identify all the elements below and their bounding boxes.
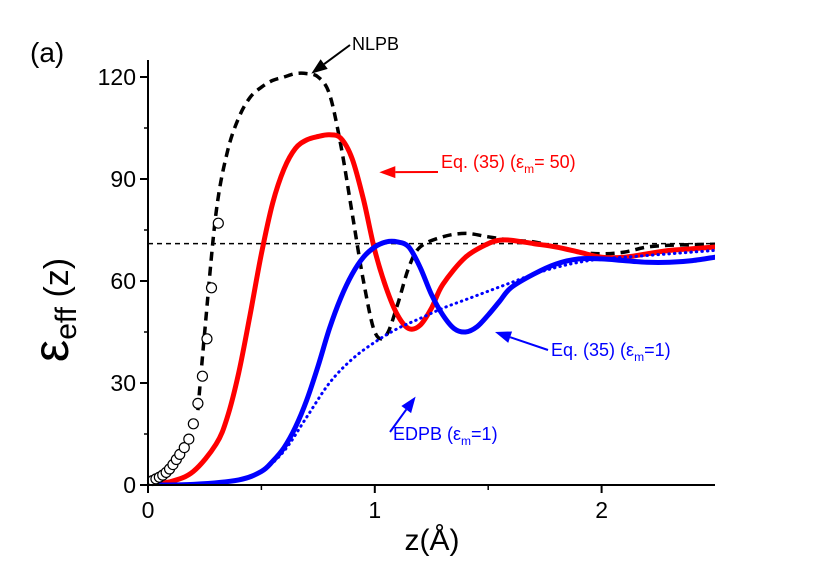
- annotation-arrow-line: [389, 408, 408, 433]
- annotation-eq35-em1-end: =1): [644, 340, 671, 360]
- data-point-marker: [183, 433, 195, 445]
- data-point-marker: [201, 333, 213, 345]
- series-line-nlpb: [196, 71, 715, 411]
- annotation-arrow-line: [509, 336, 549, 351]
- annotations: NLPB Eq. (35) (εm= 50) Eq. (35) (εm=1) E…: [311, 34, 671, 448]
- y-tick-label: 60: [110, 268, 136, 294]
- data-point-marker: [187, 418, 199, 430]
- x-axis-label: z(Å): [405, 524, 460, 557]
- annotation-eq35-em50: Eq. (35) (εm= 50): [441, 152, 576, 176]
- annotation-arrow-head: [379, 166, 396, 179]
- data-point-marker: [192, 397, 204, 409]
- data-point-marker: [205, 282, 218, 294]
- annotation-edpb-sub: m: [461, 434, 471, 448]
- annotation-arrow-head: [495, 331, 513, 343]
- annotation-edpb: EDPB (εm=1): [393, 424, 498, 448]
- x-tick-label: 1: [368, 497, 381, 523]
- annotation-eq35-em1-sub: m: [634, 350, 644, 364]
- data-point-marker: [178, 442, 190, 454]
- annotation-arrows: [311, 44, 549, 433]
- x-tick-label: 2: [595, 497, 608, 523]
- annotation-eq35-em50-end: = 50): [534, 152, 576, 172]
- y-tick-label: 120: [98, 64, 136, 90]
- annotation-eq35-em1-main: Eq. (35) (ε: [551, 340, 634, 360]
- y-axis-label-symbol: ε: [23, 340, 79, 362]
- y-axis-label-suffix: (z): [38, 258, 76, 307]
- annotation-nlpb: NLPB: [352, 34, 399, 54]
- annotation-edpb-end: =1): [471, 424, 498, 444]
- y-axis-label-subscript: eff: [50, 306, 83, 339]
- y-axis-label: εeff (z): [23, 258, 83, 362]
- annotation-eq35-em50-sub: m: [524, 162, 534, 176]
- annotation-arrow-head: [401, 396, 416, 414]
- annotation-edpb-main: EDPB (ε: [393, 424, 461, 444]
- panel-label: (a): [30, 37, 64, 68]
- marker-layer: [146, 217, 224, 487]
- y-tick-label: 0: [123, 472, 136, 498]
- tick-marks: 0 30 60 90 120 0 1 2: [98, 64, 608, 523]
- annotation-arrow-line: [323, 44, 351, 65]
- annotation-arrow-head: [311, 59, 328, 74]
- axes: [147, 60, 715, 486]
- data-point-marker: [196, 370, 209, 382]
- annotation-eq35-em50-main: Eq. (35) (ε: [441, 152, 524, 172]
- y-tick-label: 30: [110, 370, 136, 396]
- series-layer: [148, 71, 715, 485]
- series-line-eq-35-m-1: [148, 238, 715, 485]
- series-line-eq-35-m-50: [148, 132, 715, 485]
- data-point-marker: [212, 217, 224, 229]
- x-tick-label: 0: [142, 497, 155, 523]
- annotation-eq35-em1: Eq. (35) (εm=1): [551, 340, 671, 364]
- y-tick-label: 90: [110, 166, 136, 192]
- series-line-edpb-m-1: [148, 248, 715, 485]
